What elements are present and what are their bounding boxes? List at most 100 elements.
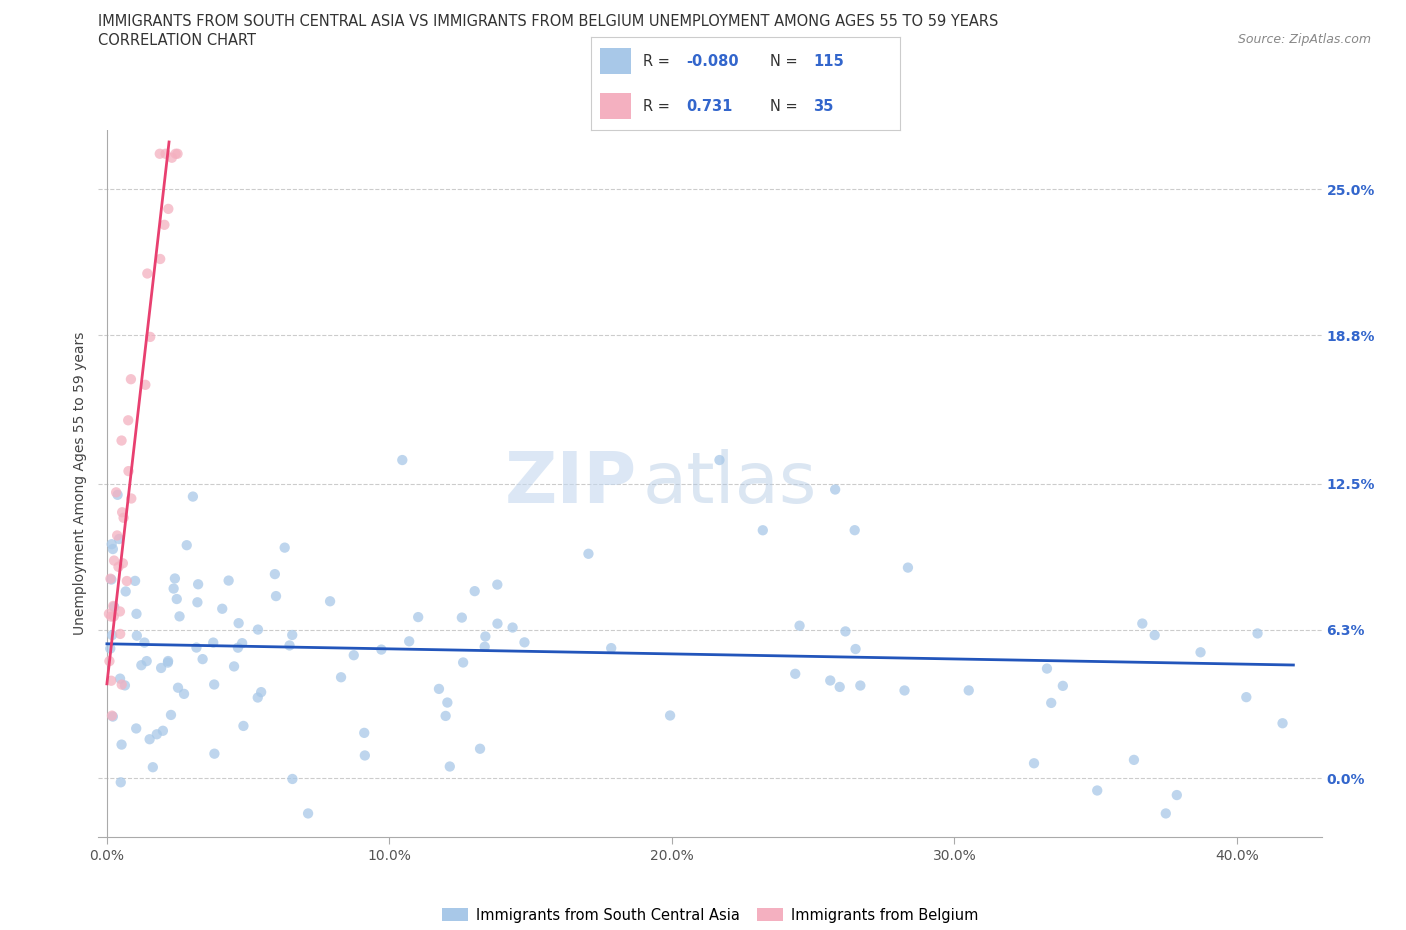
Point [186,595,208,610]
Legend: Immigrants from South Central Asia, Immigrants from Belgium: Immigrants from South Central Asia, Immi… [441,908,979,923]
Point [153,218,176,232]
Text: -0.080: -0.080 [686,54,740,69]
Point [1154,806,1177,821]
Point [343,648,366,663]
Point [134,378,156,392]
Point [231,636,253,651]
Point [166,146,188,161]
Point [486,578,509,592]
Point [105,485,128,499]
Point [103,609,125,624]
Point [160,708,183,723]
Point [451,655,474,670]
Point [157,654,180,669]
Point [353,748,375,763]
Y-axis label: Unemployment Among Ages 55 to 59 years: Unemployment Among Ages 55 to 59 years [73,332,87,635]
Point [844,523,866,538]
Point [659,708,682,723]
Point [101,628,124,643]
Point [264,589,287,604]
Point [600,641,623,656]
Point [297,806,319,821]
Point [474,639,496,654]
Point [957,683,980,698]
Point [278,638,301,653]
Point [406,610,429,625]
Text: N =: N = [770,99,803,113]
Point [149,146,172,161]
Point [100,537,122,551]
Point [246,690,269,705]
Point [149,251,172,266]
Point [250,684,273,699]
Point [110,433,132,448]
Point [202,635,225,650]
Point [181,489,204,504]
Point [108,671,131,686]
Text: 35: 35 [813,99,834,113]
Point [125,629,148,644]
Point [789,618,811,633]
Point [353,725,375,740]
Point [1123,752,1146,767]
Point [319,594,342,609]
Point [752,523,775,538]
Point [391,453,413,468]
Text: 115: 115 [813,54,844,69]
Text: ZIP: ZIP [505,449,637,518]
Point [434,709,457,724]
Point [468,741,491,756]
Point [187,577,209,591]
Point [105,528,128,543]
Point [101,541,124,556]
Point [108,604,131,618]
Point [155,146,177,161]
Point [173,686,195,701]
Point [513,635,536,650]
Point [464,584,486,599]
Point [139,329,162,344]
Point [97,606,120,621]
Point [135,654,157,669]
Point [246,622,269,637]
Point [142,760,165,775]
Point [202,746,225,761]
Text: IMMIGRANTS FROM SOUTH CENTRAL ASIA VS IMMIGRANTS FROM BELGIUM UNEMPLOYMENT AMONG: IMMIGRANTS FROM SOUTH CENTRAL ASIA VS IM… [98,14,998,29]
Point [167,680,190,695]
Point [120,372,142,387]
Point [834,624,856,639]
Point [108,532,131,547]
Point [897,560,920,575]
Point [134,635,156,650]
Point [101,710,124,724]
Point [1040,696,1063,711]
Point [100,572,122,587]
Point [110,775,132,790]
Point [232,719,254,734]
Point [100,673,122,688]
Point [124,574,146,589]
Text: 0.731: 0.731 [686,99,733,113]
Point [115,574,138,589]
Point [156,655,179,670]
Point [131,658,153,672]
Point [98,641,121,656]
Point [820,673,842,688]
Point [709,453,731,468]
Point [1166,788,1188,803]
Point [138,732,160,747]
Point [228,616,250,631]
Text: atlas: atlas [643,449,817,518]
Bar [600,93,631,119]
Point [1130,616,1153,631]
Point [107,559,129,574]
Point [273,540,295,555]
Point [186,640,208,655]
Point [120,491,142,506]
Point [111,677,134,692]
Point [146,727,169,742]
Point [218,573,240,588]
Point [474,629,496,644]
Point [100,571,122,586]
Point [1052,678,1074,693]
